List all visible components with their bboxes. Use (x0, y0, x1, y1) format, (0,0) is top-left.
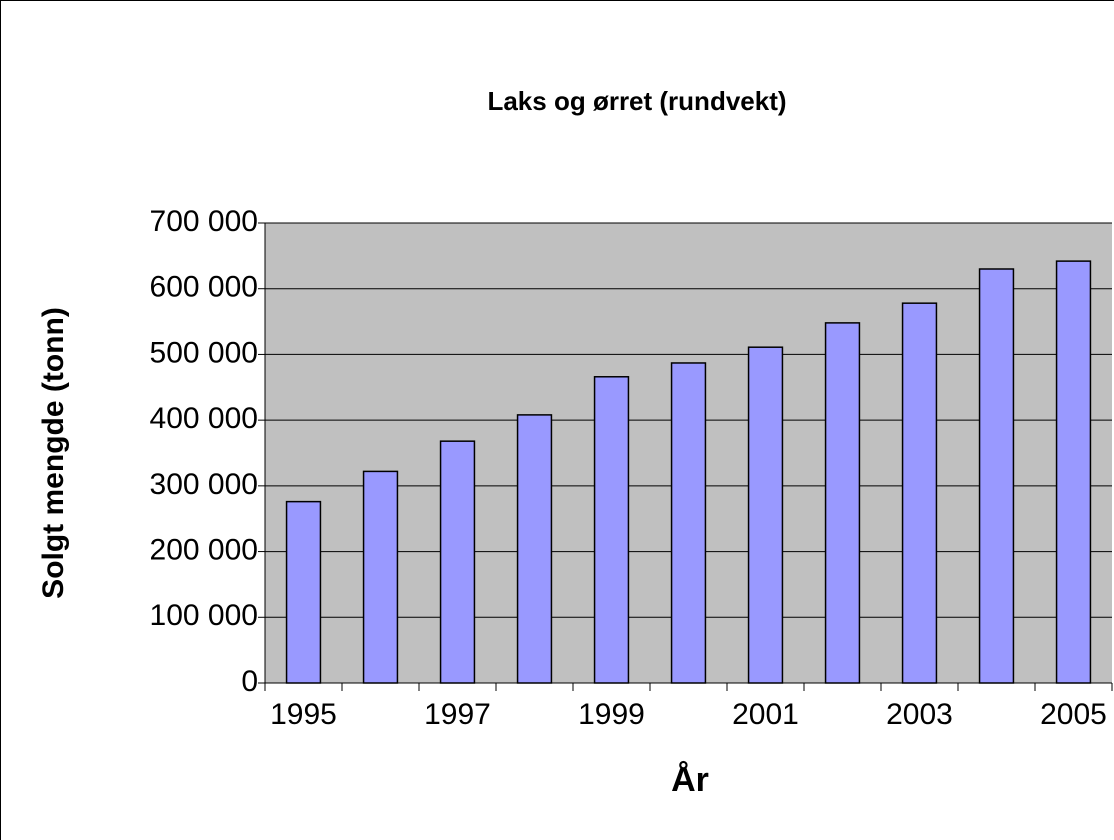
bar (747, 346, 784, 684)
y-tick-label: 500 000 (150, 336, 258, 369)
y-axis-title: Solgt mengde (tonn) (37, 307, 70, 599)
x-tick-label: 1997 (424, 698, 491, 731)
chart-title: Laks og ørret (rundvekt) (487, 86, 786, 116)
y-tick-label: 400 000 (150, 402, 258, 435)
bar (285, 500, 322, 684)
x-tick-label: 1995 (270, 698, 337, 731)
y-tick-label: 700 000 (150, 205, 258, 238)
x-tick-label: 1999 (578, 698, 645, 731)
y-tick-label: 600 000 (150, 271, 258, 304)
bar (901, 302, 938, 684)
bar (824, 322, 861, 684)
bar (978, 268, 1015, 684)
y-tick-label: 100 000 (150, 599, 258, 632)
x-tick-label: 2001 (732, 698, 799, 731)
bar (439, 440, 476, 684)
y-tick-label: 300 000 (150, 468, 258, 501)
bar (593, 376, 630, 684)
y-tick-label: 200 000 (150, 533, 258, 566)
bar (1055, 260, 1092, 684)
bar (670, 362, 707, 684)
x-tick-label: 2003 (886, 698, 953, 731)
y-tick-label: 0 (241, 665, 258, 698)
bar (516, 414, 553, 684)
bar (362, 470, 399, 684)
x-tick-label: 2005 (1040, 698, 1107, 731)
x-axis-title: År (671, 761, 709, 799)
